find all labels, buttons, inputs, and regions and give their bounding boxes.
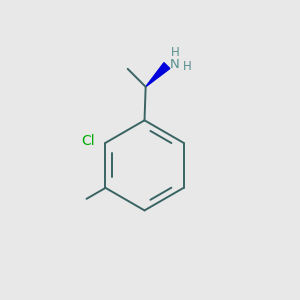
Text: Cl: Cl bbox=[81, 134, 95, 148]
Polygon shape bbox=[146, 63, 170, 87]
Text: N: N bbox=[169, 58, 179, 71]
Text: H: H bbox=[183, 60, 191, 73]
Text: H: H bbox=[171, 46, 179, 59]
